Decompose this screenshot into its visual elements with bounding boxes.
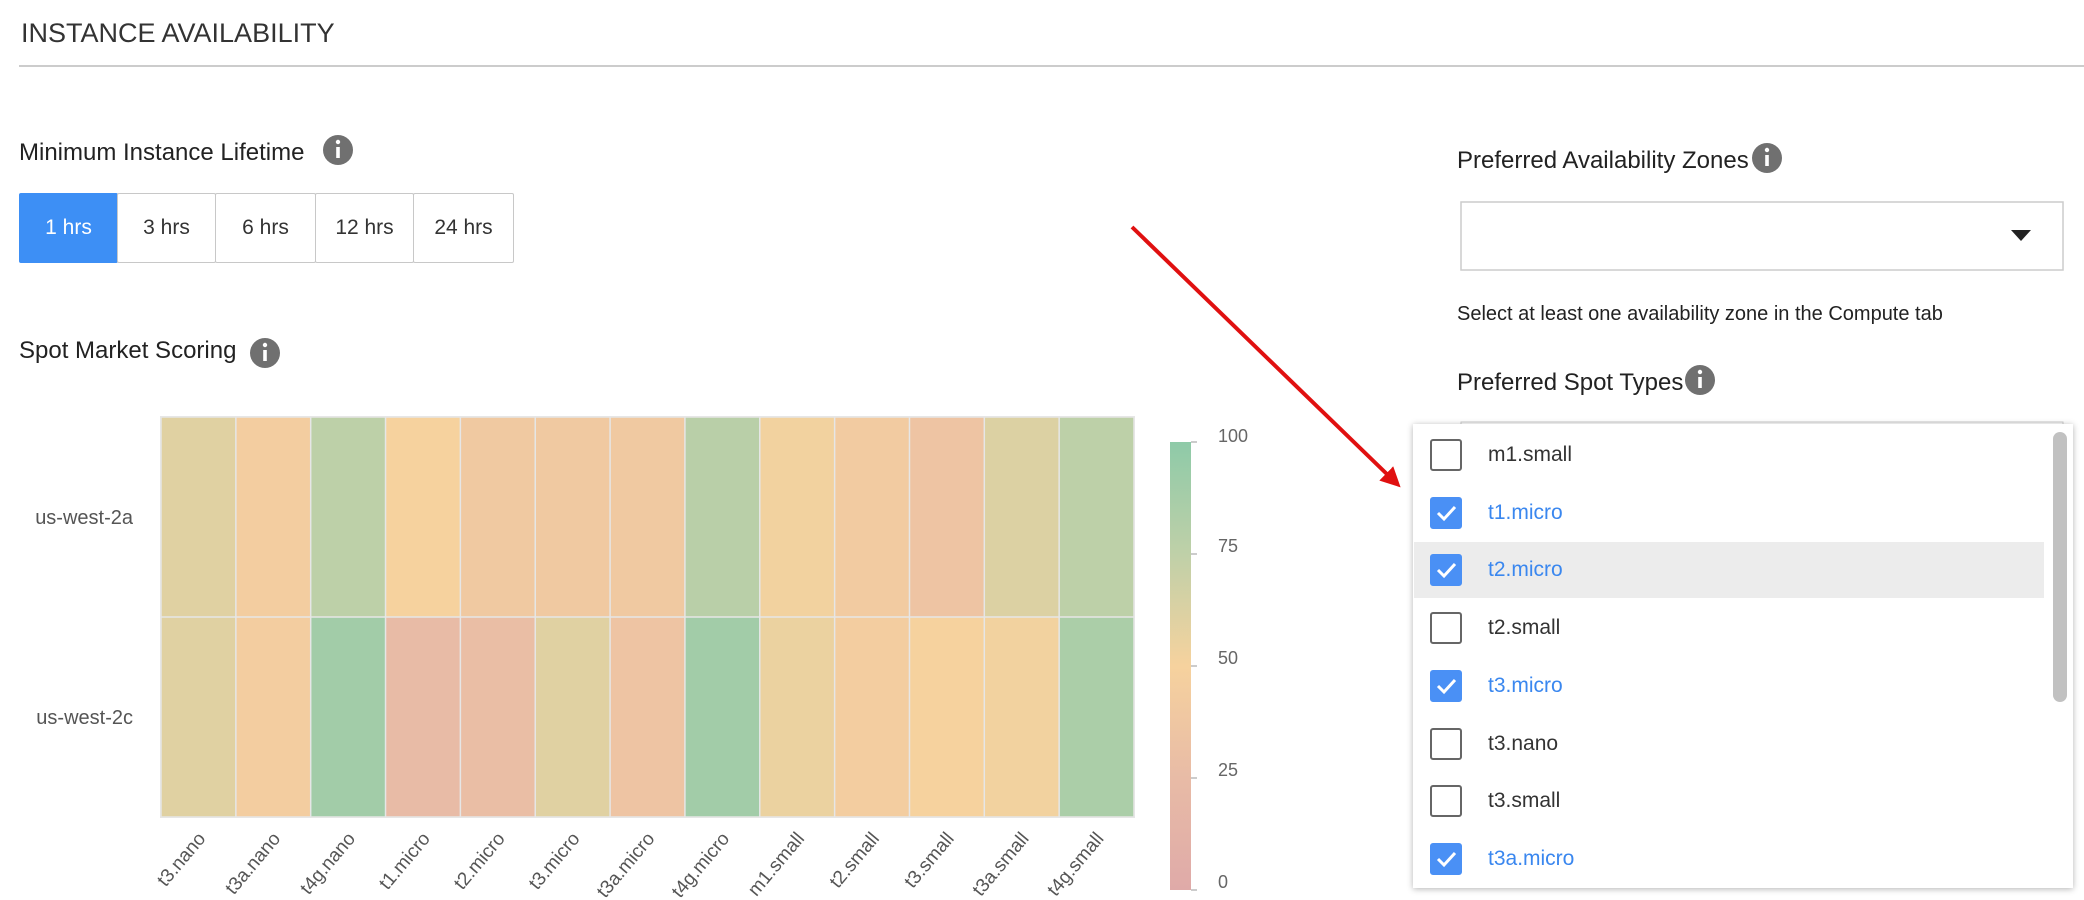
heatmap-cell: [610, 417, 685, 617]
colorbar-tick-label: 0: [1218, 872, 1228, 892]
zones-label: Preferred Availability Zones: [1457, 147, 1749, 174]
heatmap-cell: [311, 617, 385, 817]
option-label: m1.small: [1488, 443, 1573, 466]
zones-dropdown[interactable]: [1460, 201, 2064, 271]
option-label: t3.nano: [1488, 731, 1559, 755]
heatmap-cell: [1059, 617, 1134, 817]
x-tick-label: t4g.nano: [296, 829, 360, 899]
heatmap-cell: [985, 417, 1059, 617]
header-title: INSTANCE AVAILABILITY: [21, 18, 335, 48]
spot-type-option[interactable]: t3a.micro: [1414, 831, 2044, 887]
heatmap-cell: [685, 417, 760, 617]
heatmap-cell: [386, 417, 460, 617]
colorbar-tick-label: 50: [1218, 648, 1238, 668]
x-tick-label: m1.small: [744, 829, 809, 900]
colorbar: [1170, 442, 1191, 890]
spot-type-option[interactable]: t3.small: [1414, 773, 2044, 829]
checkmark: [1436, 563, 1457, 579]
heatmap-cell: [535, 417, 610, 617]
heatmap-cell: [760, 617, 834, 817]
spot-type-option[interactable]: t3.nano: [1414, 716, 2044, 772]
heatmap-cell: [985, 617, 1059, 817]
heatmap-cell: [161, 617, 236, 817]
spot-type-option[interactable]: t2.micro: [1414, 542, 2044, 599]
option-label: t3.small: [1488, 789, 1561, 813]
x-tick-label: t4g.micro: [668, 829, 734, 900]
scrollbar[interactable]: [2053, 432, 2067, 702]
heatmap-cell: [386, 617, 460, 817]
checkbox[interactable]: [1430, 612, 1462, 645]
option-label: t3a.micro: [1488, 846, 1575, 870]
heatmap-cell: [910, 617, 984, 817]
spot-type-option[interactable]: t1.micro: [1414, 485, 2044, 541]
checkbox[interactable]: [1430, 785, 1462, 818]
heatmap-cell: [910, 417, 984, 617]
heatmap-cell: [760, 417, 834, 617]
option-label: t2.small: [1488, 616, 1561, 640]
info-icon[interactable]: [323, 135, 353, 165]
y-tick-label: us-west-2c: [36, 707, 133, 729]
checkbox[interactable]: [1430, 554, 1462, 587]
heatmap-cell: [461, 617, 535, 817]
heatmap-cell: [685, 617, 760, 817]
heatmap: us-west-2a us-west-2c t3.nano t3a.nano t4g.n…: [35, 416, 1248, 900]
lifetime-label: Minimum Instance Lifetime: [19, 139, 304, 166]
x-tick-label: t4g.small: [1043, 829, 1108, 900]
x-tick-label: t3a.small: [969, 829, 1034, 900]
checkmark: [1436, 678, 1457, 694]
lifetime-button[interactable]: 6 hrs: [215, 193, 316, 263]
spot-types-list: [1413, 424, 2073, 888]
checkbox[interactable]: [1430, 669, 1462, 702]
spot-type-option[interactable]: m1.small: [1414, 427, 2044, 483]
spot-type-option[interactable]: t3.micro: [1414, 658, 2044, 714]
heatmap-cell: [535, 617, 610, 817]
y-tick-label: us-west-2a: [35, 507, 134, 529]
lifetime-button[interactable]: 3 hrs: [117, 193, 216, 263]
lifetime-button[interactable]: 12 hrs: [315, 193, 414, 263]
x-tick-label: t2.small: [826, 829, 884, 893]
colorbar-tick-label: 75: [1218, 536, 1238, 556]
x-tick-label: t3a.nano: [221, 829, 285, 899]
heatmap-cell: [161, 417, 236, 617]
info-icon[interactable]: [1685, 365, 1715, 395]
x-tick-label: t1.micro: [375, 829, 435, 894]
option-label: t3.micro: [1488, 673, 1563, 697]
heatmap-cell: [236, 417, 310, 617]
x-tick-label: t3a.micro: [593, 829, 659, 900]
dropdown-arrow: [2011, 230, 2031, 241]
checkmark: [1436, 851, 1457, 868]
info-icon[interactable]: [1752, 143, 1782, 173]
x-tick-label: t2.micro: [450, 829, 510, 894]
spot-type-option[interactable]: t2.small: [1414, 600, 2044, 656]
heatmap-cell: [461, 417, 535, 617]
checkbox[interactable]: [1430, 727, 1462, 760]
x-tick-label: t3.micro: [525, 829, 585, 894]
checkbox[interactable]: [1430, 439, 1462, 471]
heatmap-cell: [835, 617, 909, 817]
spot-types-label: Preferred Spot Types: [1457, 369, 1683, 396]
lifetime-button[interactable]: 1 hrs: [19, 193, 118, 263]
zones-hint: Select at least one availability zone in…: [1457, 303, 1943, 325]
option-label: t1.micro: [1488, 500, 1563, 524]
colorbar-tick-label: 25: [1218, 760, 1238, 780]
heatmap-cell: [1059, 417, 1134, 617]
heatmap-cell: [835, 417, 909, 617]
lifetime-button[interactable]: 24 hrs: [413, 193, 514, 263]
x-tick-label: t3.small: [901, 829, 959, 893]
heatmap-cell: [610, 617, 685, 817]
heatmap-cell: [236, 617, 310, 817]
info-icon[interactable]: [250, 338, 280, 368]
heatmap-cell: [311, 417, 385, 617]
x-tick-label: t3.nano: [153, 829, 210, 891]
checkmark: [1436, 505, 1457, 521]
checkbox[interactable]: [1430, 842, 1462, 875]
checkbox[interactable]: [1430, 496, 1462, 529]
colorbar-tick-label: 100: [1218, 426, 1248, 446]
scoring-label: Spot Market Scoring: [19, 337, 236, 364]
option-label: t2.micro: [1488, 558, 1563, 582]
